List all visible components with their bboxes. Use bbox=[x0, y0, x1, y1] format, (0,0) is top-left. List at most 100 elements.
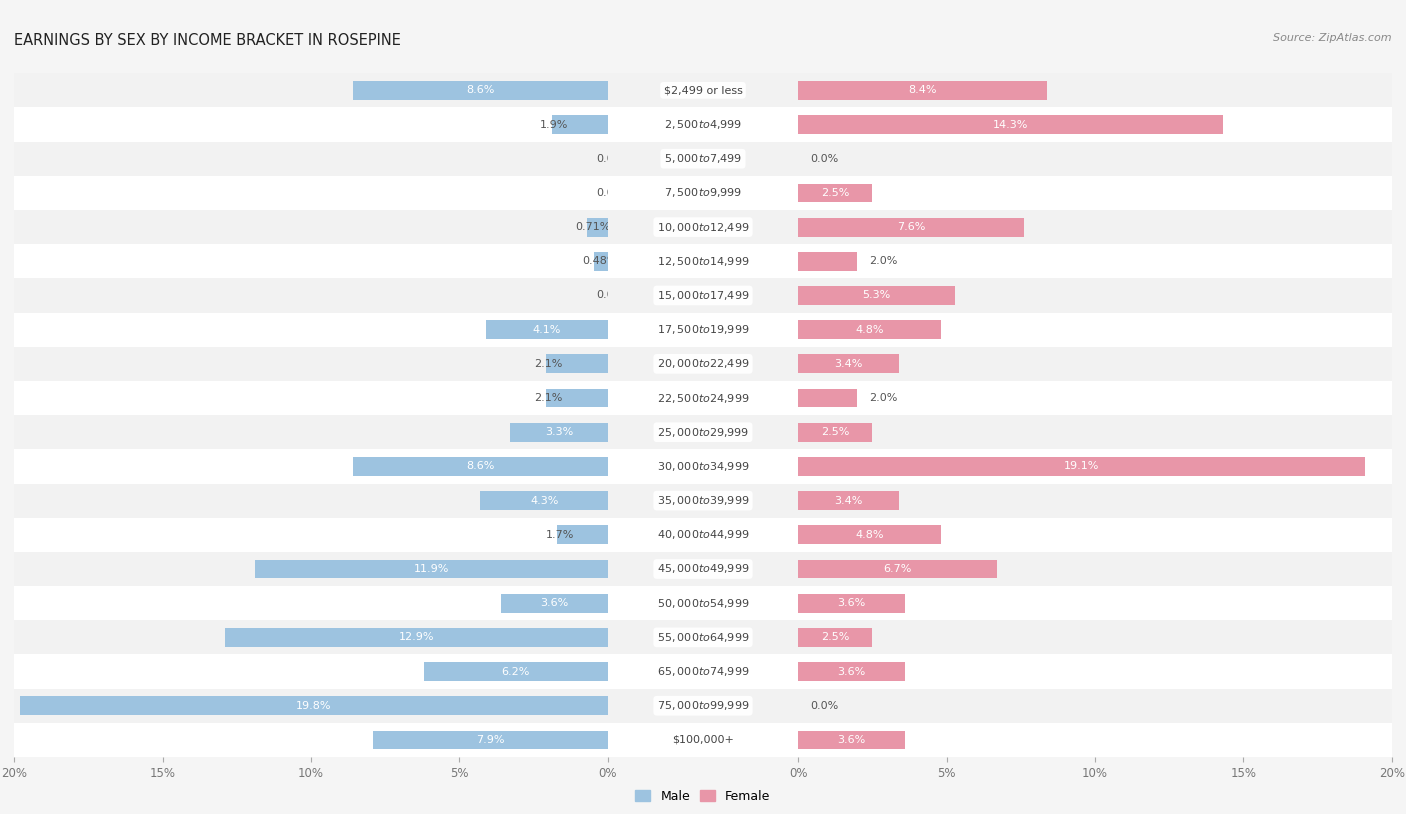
Bar bbox=[607, 347, 799, 381]
Text: $7,500 to $9,999: $7,500 to $9,999 bbox=[664, 186, 742, 199]
Text: $30,000 to $34,999: $30,000 to $34,999 bbox=[657, 460, 749, 473]
Bar bbox=[14, 142, 607, 176]
Bar bbox=[799, 244, 1392, 278]
Text: 3.6%: 3.6% bbox=[838, 667, 866, 676]
Bar bbox=[799, 552, 1392, 586]
Text: 11.9%: 11.9% bbox=[413, 564, 449, 574]
Bar bbox=[607, 518, 799, 552]
Bar bbox=[799, 723, 1392, 757]
Bar bbox=[799, 525, 941, 545]
Text: 6.7%: 6.7% bbox=[883, 564, 911, 574]
Text: 3.6%: 3.6% bbox=[540, 598, 568, 608]
Text: $17,500 to $19,999: $17,500 to $19,999 bbox=[657, 323, 749, 336]
Bar bbox=[607, 73, 799, 107]
Bar bbox=[799, 313, 1392, 347]
Text: $40,000 to $44,999: $40,000 to $44,999 bbox=[657, 528, 749, 541]
Bar bbox=[14, 210, 607, 244]
Bar bbox=[14, 313, 607, 347]
Bar bbox=[799, 210, 1392, 244]
Bar bbox=[799, 183, 872, 203]
Text: $5,000 to $7,499: $5,000 to $7,499 bbox=[664, 152, 742, 165]
Bar bbox=[799, 347, 1392, 381]
Bar bbox=[799, 628, 872, 647]
Text: 19.8%: 19.8% bbox=[297, 701, 332, 711]
Bar bbox=[799, 620, 1392, 654]
Text: 2.1%: 2.1% bbox=[534, 359, 562, 369]
Bar bbox=[799, 730, 905, 750]
Text: $2,499 or less: $2,499 or less bbox=[664, 85, 742, 95]
Bar bbox=[20, 696, 607, 716]
Bar bbox=[799, 142, 1392, 176]
Bar bbox=[14, 620, 607, 654]
Text: 4.3%: 4.3% bbox=[530, 496, 558, 505]
Bar bbox=[607, 689, 799, 723]
Text: 2.1%: 2.1% bbox=[534, 393, 562, 403]
Text: 6.2%: 6.2% bbox=[502, 667, 530, 676]
Bar bbox=[799, 491, 898, 510]
Text: $35,000 to $39,999: $35,000 to $39,999 bbox=[657, 494, 749, 507]
Bar bbox=[799, 449, 1392, 484]
Bar bbox=[799, 81, 1047, 100]
Text: 1.7%: 1.7% bbox=[546, 530, 574, 540]
Bar bbox=[799, 354, 898, 374]
Bar bbox=[593, 252, 607, 271]
Bar bbox=[14, 484, 607, 518]
Text: $45,000 to $49,999: $45,000 to $49,999 bbox=[657, 562, 749, 575]
Bar bbox=[225, 628, 607, 647]
Bar bbox=[546, 388, 607, 408]
Bar bbox=[423, 662, 607, 681]
Bar bbox=[14, 347, 607, 381]
Text: 4.1%: 4.1% bbox=[533, 325, 561, 335]
Bar bbox=[607, 449, 799, 484]
Text: 8.4%: 8.4% bbox=[908, 85, 936, 95]
Bar bbox=[607, 176, 799, 210]
Text: 3.4%: 3.4% bbox=[834, 359, 863, 369]
Bar bbox=[799, 388, 858, 408]
Bar bbox=[799, 217, 1024, 237]
Text: EARNINGS BY SEX BY INCOME BRACKET IN ROSEPINE: EARNINGS BY SEX BY INCOME BRACKET IN ROS… bbox=[14, 33, 401, 47]
Bar bbox=[14, 654, 607, 689]
Bar bbox=[481, 491, 607, 510]
Bar bbox=[353, 81, 607, 100]
Bar bbox=[607, 142, 799, 176]
Bar bbox=[254, 559, 607, 579]
Bar bbox=[14, 552, 607, 586]
Bar bbox=[799, 654, 1392, 689]
Text: 2.0%: 2.0% bbox=[869, 256, 897, 266]
Bar bbox=[799, 422, 872, 442]
Bar bbox=[14, 107, 607, 142]
Bar bbox=[607, 381, 799, 415]
Bar bbox=[14, 381, 607, 415]
Text: 4.8%: 4.8% bbox=[855, 530, 883, 540]
Bar bbox=[353, 457, 607, 476]
Bar bbox=[607, 654, 799, 689]
Text: 5.3%: 5.3% bbox=[863, 291, 891, 300]
Bar bbox=[607, 723, 799, 757]
Text: 14.3%: 14.3% bbox=[993, 120, 1028, 129]
Text: 0.71%: 0.71% bbox=[575, 222, 610, 232]
Text: 0.0%: 0.0% bbox=[810, 154, 838, 164]
Bar bbox=[586, 217, 607, 237]
Bar bbox=[501, 593, 607, 613]
Bar bbox=[14, 278, 607, 313]
Text: 8.6%: 8.6% bbox=[467, 85, 495, 95]
Text: 1.9%: 1.9% bbox=[540, 120, 568, 129]
Bar bbox=[546, 354, 607, 374]
Text: 2.0%: 2.0% bbox=[869, 393, 897, 403]
Text: 2.5%: 2.5% bbox=[821, 188, 849, 198]
Bar bbox=[799, 457, 1365, 476]
Text: 8.6%: 8.6% bbox=[467, 462, 495, 471]
Bar bbox=[551, 115, 607, 134]
Bar bbox=[799, 415, 1392, 449]
Text: 0.0%: 0.0% bbox=[596, 188, 624, 198]
Text: Source: ZipAtlas.com: Source: ZipAtlas.com bbox=[1274, 33, 1392, 42]
Text: $20,000 to $22,499: $20,000 to $22,499 bbox=[657, 357, 749, 370]
Text: 4.8%: 4.8% bbox=[855, 325, 883, 335]
Text: 19.1%: 19.1% bbox=[1064, 462, 1099, 471]
Bar bbox=[799, 518, 1392, 552]
Bar bbox=[14, 244, 607, 278]
Text: $100,000+: $100,000+ bbox=[672, 735, 734, 745]
Bar bbox=[799, 559, 997, 579]
Bar bbox=[607, 278, 799, 313]
Text: 3.6%: 3.6% bbox=[838, 735, 866, 745]
